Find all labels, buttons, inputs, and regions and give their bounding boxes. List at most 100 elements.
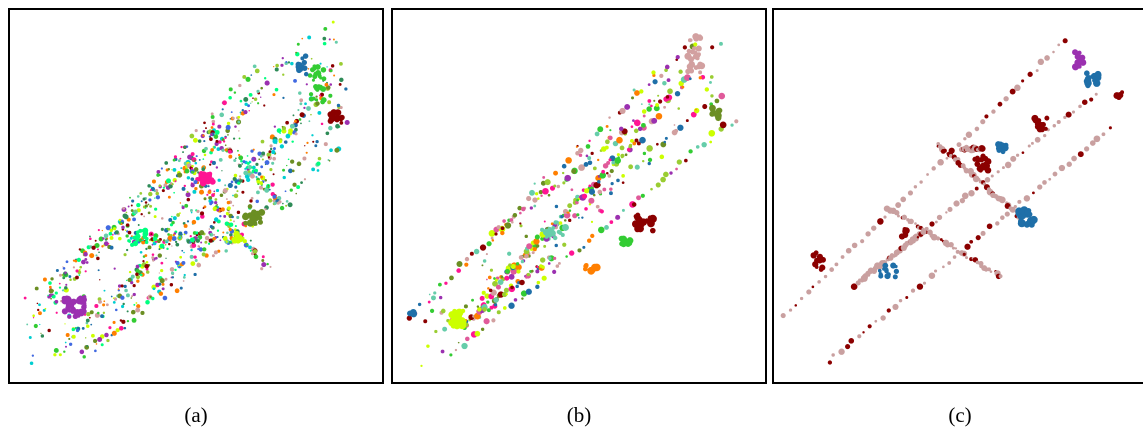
cluster-point <box>247 204 253 209</box>
cluster-point <box>131 199 135 203</box>
cluster-point <box>519 222 522 225</box>
cluster-point <box>632 141 637 146</box>
cluster-point <box>79 349 85 355</box>
cluster-blob <box>316 71 322 76</box>
cluster-point <box>184 168 190 174</box>
cluster-point <box>122 207 126 210</box>
cluster-point <box>980 230 986 236</box>
cluster-point <box>226 200 231 205</box>
cluster-point <box>54 299 59 304</box>
cluster-point <box>555 264 560 268</box>
cluster-point <box>167 195 171 199</box>
cluster-point <box>139 270 142 273</box>
cluster-point <box>238 164 242 168</box>
cluster-point <box>64 345 68 348</box>
cluster-point <box>867 324 872 329</box>
cluster-point <box>631 202 637 207</box>
cluster-point <box>285 133 291 139</box>
cluster-point <box>561 171 565 175</box>
cluster-blob <box>314 98 319 102</box>
cluster-point <box>65 260 69 264</box>
cluster-point <box>32 317 35 319</box>
cluster-point <box>608 135 613 141</box>
cluster-point <box>905 241 909 245</box>
cluster-point <box>508 302 515 309</box>
cluster-point <box>929 221 935 227</box>
cluster-point <box>674 91 681 97</box>
cluster-point <box>117 288 120 290</box>
cluster-point <box>147 203 150 206</box>
cluster-point <box>320 122 324 126</box>
cluster-point <box>97 336 103 342</box>
cluster-point <box>75 328 80 333</box>
cluster-point <box>161 189 165 193</box>
cluster-point <box>895 202 902 209</box>
cluster-point <box>282 96 285 99</box>
cluster-point <box>272 194 277 199</box>
cluster-blob <box>693 65 699 70</box>
cluster-point <box>261 255 265 259</box>
cluster-point <box>109 245 114 250</box>
cluster-point <box>288 128 294 134</box>
cluster-point <box>934 269 938 273</box>
cluster-point <box>157 253 162 258</box>
cluster-point <box>1063 115 1067 119</box>
cluster-point <box>190 211 193 214</box>
cluster-point <box>871 225 877 231</box>
cluster-point <box>541 275 547 281</box>
cluster-point <box>974 126 980 132</box>
cluster-point <box>332 38 335 41</box>
cluster-point <box>62 266 64 268</box>
cluster-point <box>125 234 129 238</box>
cluster-point <box>961 192 969 200</box>
cluster-point <box>315 101 320 106</box>
cluster-point <box>301 37 304 40</box>
cluster-blob <box>698 70 703 75</box>
cluster-point <box>942 148 947 153</box>
cluster-point <box>663 171 669 178</box>
cluster-blob <box>1116 94 1122 101</box>
cluster-point <box>136 195 140 198</box>
cluster-point <box>238 83 242 88</box>
cluster-point <box>480 327 485 331</box>
cluster-point <box>128 270 132 274</box>
cluster-point <box>184 203 189 208</box>
cluster-point <box>519 211 522 215</box>
cluster-point <box>115 328 120 333</box>
cluster-point <box>135 264 140 269</box>
cluster-point <box>1030 141 1034 145</box>
cluster-point <box>1094 92 1098 96</box>
cluster-point <box>604 225 609 230</box>
cluster-point <box>102 311 106 315</box>
cluster-point <box>202 134 205 137</box>
cluster-point <box>263 104 266 107</box>
cluster-point <box>496 310 501 315</box>
cluster-blob <box>257 219 263 225</box>
cluster-point <box>986 267 991 272</box>
cluster-point <box>135 302 138 304</box>
cluster-point <box>186 220 190 223</box>
cluster-point <box>626 147 631 152</box>
cluster-point <box>142 260 145 263</box>
cluster-point <box>675 54 680 60</box>
cluster-point <box>281 125 284 128</box>
cluster-point <box>259 181 263 185</box>
cluster-point <box>253 254 259 260</box>
cluster-point <box>94 349 97 353</box>
cluster-point <box>293 78 297 83</box>
cluster-point <box>118 218 122 222</box>
cluster-point <box>456 268 462 273</box>
cluster-point <box>308 120 311 123</box>
cluster-point <box>250 196 254 200</box>
cluster-point <box>233 193 239 199</box>
cluster-point <box>669 171 673 175</box>
cluster-point <box>178 231 183 236</box>
cluster-point <box>201 252 206 257</box>
cluster-point <box>167 167 171 171</box>
cluster-point <box>594 131 600 137</box>
cluster-point <box>517 205 522 211</box>
cluster-point <box>53 347 59 353</box>
cluster-point <box>103 241 109 247</box>
cluster-point <box>194 161 198 165</box>
cluster-point <box>197 139 202 143</box>
